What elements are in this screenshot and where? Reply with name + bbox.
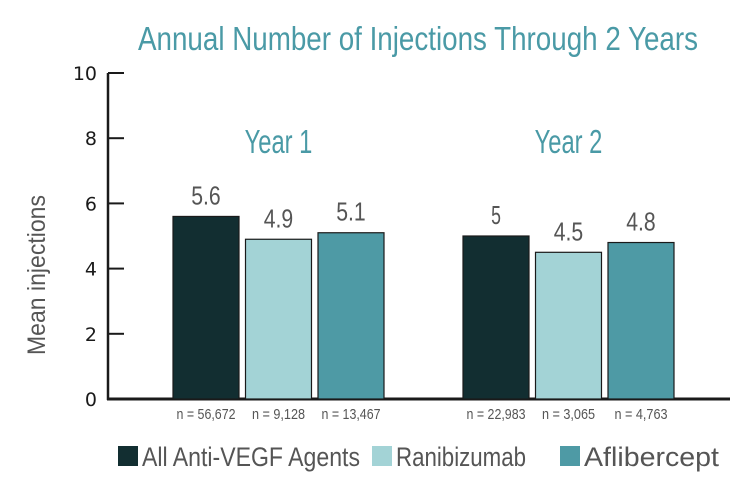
group-label: Year 1 [245,123,313,160]
bar [317,232,385,400]
data-label: 5 [491,200,501,230]
group-label: Year 2 [535,123,603,160]
data-label: 5.1 [336,197,365,227]
chart-title: Annual Number of Injections Through 2 Ye… [138,20,698,57]
bar [462,235,530,400]
data-label: 4.5 [554,216,583,246]
n-label: n = 3,065 [542,406,595,423]
n-label: n = 4,763 [614,406,667,423]
n-label: n = 56,672 [177,406,236,423]
data-label: 5.6 [191,180,220,210]
legend-swatch [560,446,580,466]
y-tick-label: 0 [85,389,97,411]
bar [607,241,675,400]
data-label: 4.9 [264,203,293,233]
bars: Year 1 5.6 n = 56,672 4.9 n = 9,128 5.1 n = 13… [172,123,675,423]
legend-swatch [372,446,392,466]
y-tick-label: 4 [85,259,97,281]
legend-label: Aflibercept [584,442,720,472]
n-label: n = 9,128 [252,406,305,423]
legend-item: All Anti-VEGF Agents [118,442,360,472]
y-tick-label: 10 [73,63,97,85]
legend-item: Ranibizumab [372,442,526,472]
n-label: n = 22,983 [467,406,526,423]
legend-item: Aflibercept [560,442,720,472]
bar [534,251,603,400]
y-tick-label: 2 [85,324,97,346]
data-label: 4.8 [626,207,655,237]
y-tick-label: 6 [85,193,97,215]
y-axis-label: Mean injections [23,195,51,355]
bar [244,238,313,400]
y-tick-label: 8 [85,128,97,150]
legend-swatch [118,446,138,466]
bar [172,215,240,400]
legend-label: All Anti-VEGF Agents [142,442,360,472]
legend: All Anti-VEGF Agents Ranibizumab Afliberce… [118,442,720,472]
n-label: n = 13,467 [322,406,381,423]
legend-label: Ranibizumab [396,442,526,472]
